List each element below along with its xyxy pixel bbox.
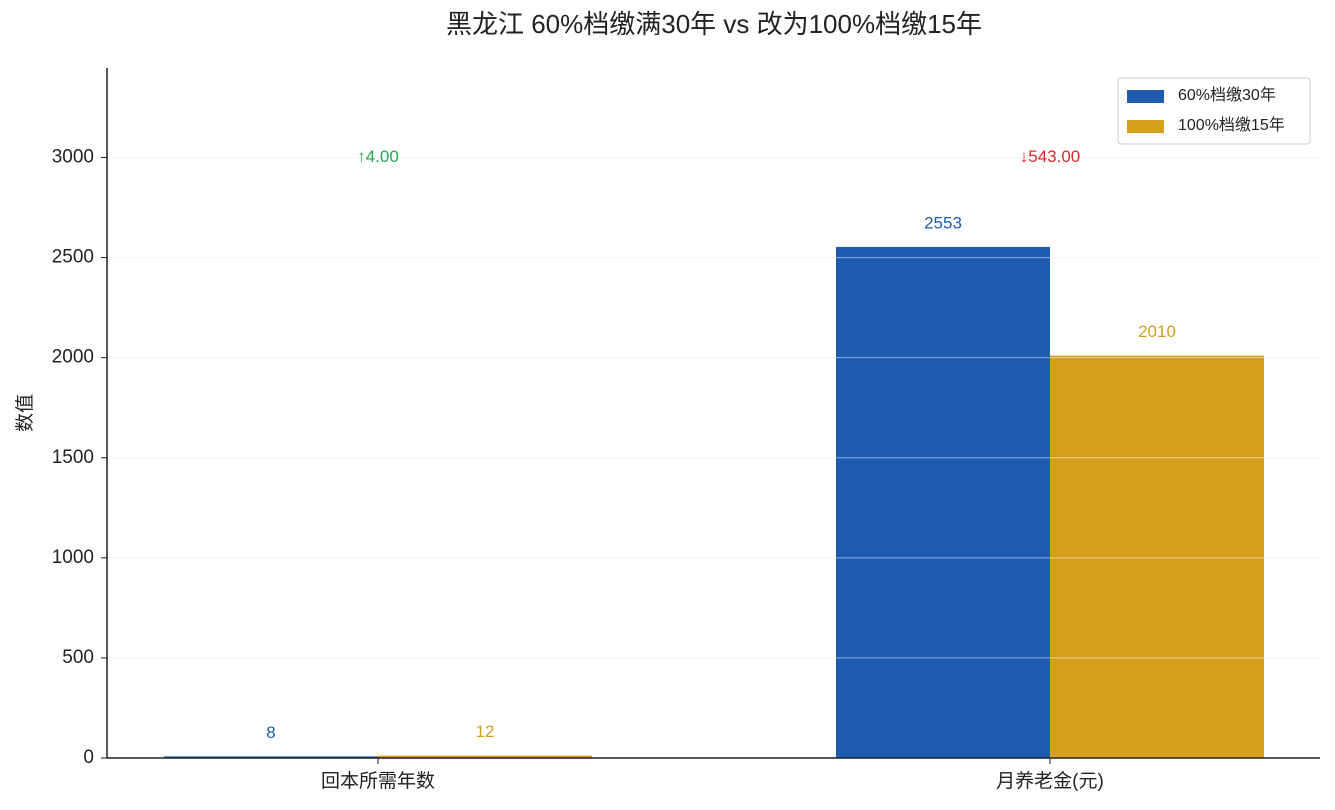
y-axis-label: 数值 — [14, 394, 36, 432]
y-tick-label: 2000 — [52, 347, 94, 368]
value-label: 8 — [266, 723, 275, 742]
y-tick-label: 2500 — [52, 247, 94, 268]
y-tick-label: 1500 — [52, 447, 94, 468]
y-tick-label: 0 — [83, 747, 94, 768]
chart-title: 黑龙江 60%档缴满30年 vs 改为100%档缴15年 — [446, 9, 982, 39]
bar — [378, 755, 592, 758]
annotation: ↓543.00 — [1020, 147, 1081, 166]
value-label: 2553 — [924, 213, 962, 232]
y-tick-label: 1000 — [52, 547, 94, 568]
annotation: ↑4.00 — [357, 147, 399, 166]
y-tick-label: 3000 — [52, 146, 94, 167]
x-tick-label: 月养老金(元) — [996, 770, 1104, 792]
legend-label: 100%档缴15年 — [1178, 116, 1285, 134]
x-tick-label: 回本所需年数 — [321, 770, 435, 792]
value-label: 12 — [476, 722, 495, 741]
legend-swatch — [1127, 90, 1164, 103]
legend-box — [1117, 77, 1311, 145]
bar — [164, 756, 378, 758]
bar — [836, 246, 1050, 758]
legend-swatch — [1127, 120, 1164, 133]
legend-label: 60%档缴30年 — [1178, 86, 1276, 104]
value-label: 2010 — [1138, 322, 1176, 341]
bar — [1050, 355, 1264, 758]
y-tick-label: 500 — [62, 647, 94, 668]
